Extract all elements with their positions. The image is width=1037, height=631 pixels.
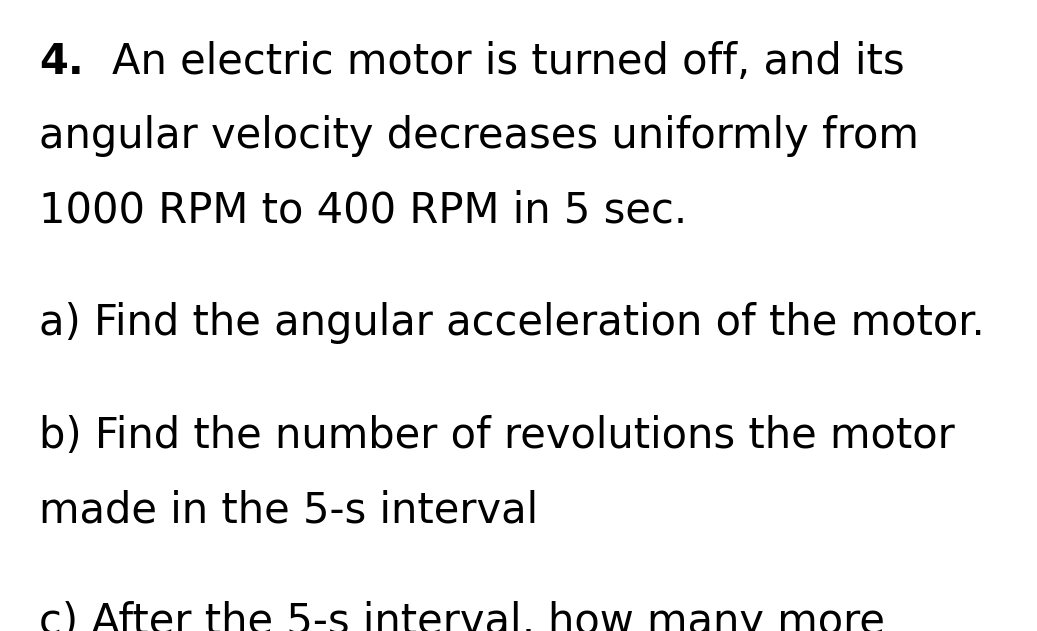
Text: b) Find the number of revolutions the motor: b) Find the number of revolutions the mo… — [39, 415, 955, 457]
Text: c) After the 5-s interval, how many more: c) After the 5-s interval, how many more — [39, 601, 886, 631]
Text: An electric motor is turned off, and its: An electric motor is turned off, and its — [112, 41, 904, 83]
Text: 4.: 4. — [39, 41, 84, 83]
Text: made in the 5-s interval: made in the 5-s interval — [39, 489, 538, 531]
Text: angular velocity decreases uniformly from: angular velocity decreases uniformly fro… — [39, 115, 919, 158]
Text: a) Find the angular acceleration of the motor.: a) Find the angular acceleration of the … — [39, 302, 985, 345]
Text: 1000 RPM to 400 RPM in 5 sec.: 1000 RPM to 400 RPM in 5 sec. — [39, 190, 688, 232]
